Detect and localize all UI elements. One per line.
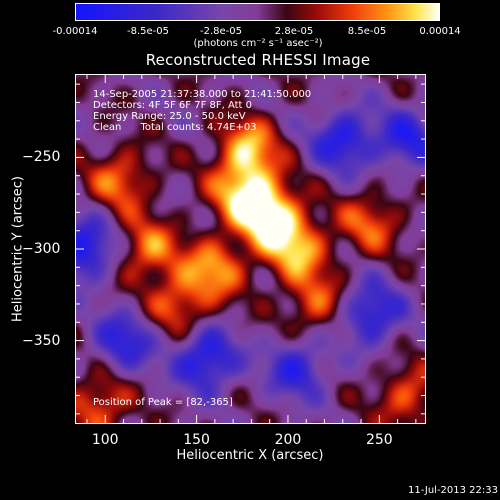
y-tick-label: −350 [22, 332, 61, 349]
annotation-detectors: Detectors: 4F 5F 6F 7F 8F, Att 0 [93, 100, 253, 111]
x-tick-label: 150 [183, 432, 210, 448]
annotation-energy-range: Energy Range: 25.0 - 50.0 keV [93, 111, 246, 122]
colorbar-tick-label: 2.8e-05 [274, 26, 314, 37]
annotation-peak-position: Position of Peak = [82,-365] [93, 397, 233, 408]
heatmap [76, 75, 425, 423]
x-tick-label: 200 [274, 432, 302, 448]
axis-ticks [76, 75, 425, 423]
plot-area: 14-Sep-2005 21:37:38.000 to 21:41:50.000… [75, 74, 426, 424]
y-tick-label: −300 [22, 241, 61, 257]
footer-timestamp: 11-Jul-2013 22:33 [407, 485, 498, 496]
x-axis-label: Heliocentric X (arcsec) [176, 448, 324, 463]
colorbar-tick-label: 8.5e-05 [347, 26, 387, 37]
annotation-time-range: 14-Sep-2005 21:37:38.000 to 21:41:50.000 [93, 89, 312, 100]
annotation-total-counts: Clean Total counts: 4.74E+03 [93, 122, 257, 133]
y-axis-label: Heliocentric Y (arcsec) [10, 176, 26, 322]
y-tick-label: −250 [22, 149, 61, 166]
colorbar-tick-label: -2.8e-05 [200, 26, 242, 37]
colorbar-tick-label: -8.5e-05 [127, 26, 169, 37]
x-tick-label: 250 [365, 432, 393, 448]
colorbar-tick-label: -0.00014 [52, 26, 98, 37]
x-tick-label: 100 [91, 432, 119, 448]
colorbar-unit-label: (photons cm⁻² s⁻¹ asec⁻²) [193, 38, 323, 49]
chart-title: Reconstructed RHESSI Image [145, 51, 371, 69]
colorbar-tick-label: 0.00014 [419, 26, 461, 37]
colorbar [75, 3, 440, 21]
